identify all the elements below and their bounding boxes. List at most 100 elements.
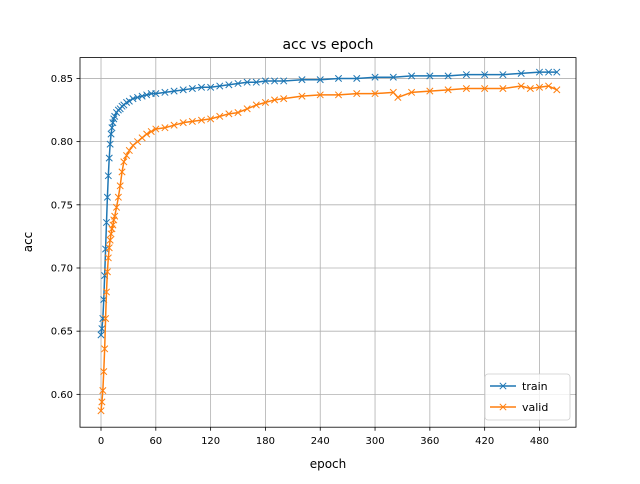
series-train: [97, 68, 561, 339]
data-point-train: [371, 73, 379, 81]
data-point-train: [280, 77, 288, 85]
data-point-train: [517, 69, 525, 77]
data-point-valid: [261, 98, 269, 107]
data-point-train: [138, 92, 146, 100]
data-point-train: [110, 115, 118, 123]
data-point-valid: [179, 119, 187, 127]
data-point-train: [107, 130, 115, 138]
data-point-valid: [99, 387, 107, 395]
data-point-valid: [152, 125, 160, 133]
series-line-valid: [100, 85, 558, 411]
data-point-valid: [207, 115, 215, 123]
data-point-valid: [100, 368, 108, 376]
data-point-train: [179, 86, 187, 94]
data-point-valid: [234, 109, 242, 117]
data-point-train: [152, 90, 160, 98]
data-point-valid: [103, 268, 111, 276]
data-point-valid: [334, 91, 343, 99]
data-point-valid: [102, 314, 110, 323]
data-point-valid: [517, 82, 525, 90]
data-point-valid: [161, 124, 169, 132]
data-point-valid: [394, 93, 402, 101]
data-point-train: [216, 82, 224, 90]
data-point-train: [111, 112, 119, 120]
x-axis-ticks: 0 60 120 180 240 300 360 420 480: [98, 427, 549, 447]
data-point-valid: [408, 88, 416, 96]
legend-label: valid: [522, 401, 548, 414]
x-tick-label: 0: [98, 436, 104, 447]
data-point-train: [97, 331, 105, 339]
x-tick-label: 300: [365, 436, 384, 447]
data-point-valid: [353, 90, 361, 98]
data-point-valid: [104, 254, 112, 262]
data-point-valid: [114, 193, 122, 201]
legend-marker: [499, 403, 507, 411]
data-point-valid: [147, 127, 155, 136]
data-point-valid: [535, 83, 544, 91]
data-point-train: [133, 93, 142, 101]
data-point-valid: [225, 110, 233, 118]
data-point-valid: [106, 236, 114, 244]
data-point-train: [225, 81, 233, 89]
data-point-valid: [133, 138, 142, 146]
data-point-valid: [462, 85, 470, 93]
data-point-valid: [138, 134, 146, 142]
data-point-train: [545, 68, 553, 76]
data-point-valid: [143, 130, 151, 138]
data-point-valid: [252, 101, 260, 109]
data-point-train: [462, 71, 470, 79]
series-valid: [97, 82, 561, 415]
data-point-valid: [545, 82, 553, 90]
series-line-train: [100, 71, 557, 336]
data-point-train: [102, 218, 111, 227]
data-point-valid: [111, 212, 119, 220]
data-point-train: [408, 72, 416, 80]
data-point-train: [105, 154, 113, 162]
data-point-valid: [316, 91, 324, 99]
data-point-train: [252, 78, 260, 86]
data-point-train: [481, 71, 489, 79]
data-point-train: [389, 73, 397, 81]
data-point-train: [499, 71, 507, 79]
y-tick-label: 0.65: [51, 327, 73, 338]
x-tick-label: 480: [530, 436, 549, 447]
data-point-valid: [280, 95, 288, 103]
data-point-valid: [97, 407, 105, 415]
data-point-train: [353, 74, 361, 83]
data-point-valid: [526, 85, 534, 93]
data-point-train: [125, 97, 133, 105]
data-point-train: [444, 72, 452, 80]
x-tick-label: 60: [149, 436, 162, 447]
y-tick-label: 0.85: [51, 74, 73, 85]
data-point-train: [98, 325, 106, 333]
data-point-valid: [499, 85, 507, 93]
data-point-valid: [553, 86, 561, 94]
legend-entry-train: train: [490, 380, 548, 393]
data-point-valid: [243, 105, 251, 113]
data-point-valid: [112, 203, 121, 211]
data-point-valid: [105, 244, 113, 252]
data-point-valid: [120, 158, 128, 166]
grid: [80, 57, 576, 428]
x-tick-label: 420: [475, 436, 494, 447]
data-point-train: [553, 68, 561, 76]
data-point-train: [243, 78, 251, 86]
legend-marker: [499, 382, 507, 390]
y-tick-label: 0.80: [51, 137, 73, 148]
data-point-train: [298, 76, 306, 84]
data-point-train: [197, 83, 206, 91]
data-point-train: [103, 193, 111, 201]
data-point-valid: [129, 141, 137, 149]
y-tick-label: 0.70: [51, 263, 73, 274]
data-point-valid: [216, 112, 224, 120]
data-point-train: [535, 68, 544, 76]
data-point-valid: [118, 168, 126, 176]
data-point-valid: [271, 96, 279, 104]
data-point-train: [104, 172, 112, 180]
x-axis-label: epoch: [310, 457, 347, 471]
chart-title: acc vs epoch: [282, 37, 373, 53]
data-point-valid: [101, 345, 109, 353]
data-point-train: [426, 72, 434, 80]
